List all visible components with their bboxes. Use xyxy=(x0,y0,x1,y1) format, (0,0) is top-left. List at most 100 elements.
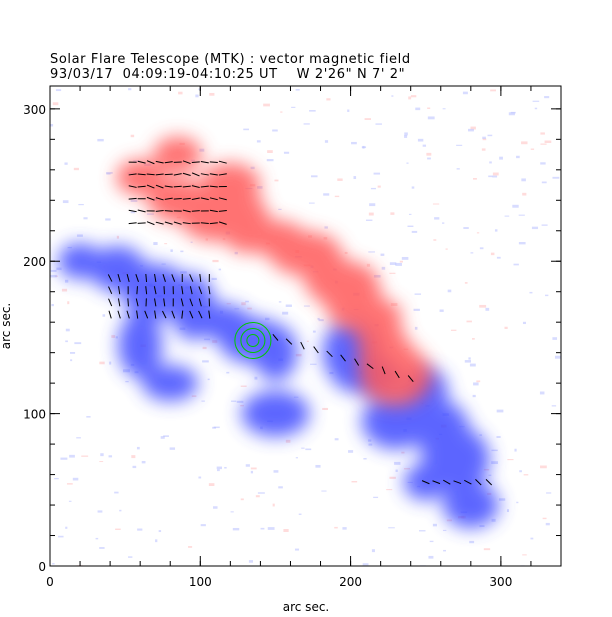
noise-speck xyxy=(114,491,119,494)
noise-speck xyxy=(263,103,270,107)
field-vector xyxy=(117,310,121,319)
noise-speck xyxy=(476,380,481,383)
noise-speck xyxy=(365,219,373,221)
noise-speck xyxy=(200,524,206,527)
noise-speck xyxy=(401,451,405,454)
field-vector xyxy=(181,286,184,295)
y-tick-label: 0 xyxy=(38,560,46,574)
noise-speck xyxy=(52,102,59,106)
noise-speck xyxy=(532,100,540,102)
field-vector xyxy=(107,274,113,282)
noise-speck xyxy=(414,326,418,330)
noise-speck xyxy=(540,132,545,135)
noise-speck xyxy=(470,252,474,254)
noise-speck xyxy=(466,320,472,323)
x-tick-label: 300 xyxy=(489,575,512,589)
field-vector xyxy=(145,286,148,295)
noise-speck xyxy=(518,214,525,216)
noise-speck xyxy=(427,107,431,109)
noise-speck xyxy=(99,547,105,549)
field-vector xyxy=(421,480,430,485)
noise-speck xyxy=(51,304,54,307)
noise-speck xyxy=(321,490,327,492)
field-vector xyxy=(189,310,194,319)
noise-speck xyxy=(334,438,339,441)
noise-speck xyxy=(395,262,402,266)
noise-speck xyxy=(408,213,412,215)
field-vector xyxy=(366,363,374,370)
noise-speck xyxy=(516,155,520,159)
contour-lines xyxy=(234,321,272,360)
noise-speck xyxy=(468,128,474,132)
noise-speck xyxy=(70,359,73,362)
noise-speck xyxy=(240,498,244,501)
noise-speck xyxy=(541,181,547,184)
field-vector xyxy=(182,222,191,225)
field-vector xyxy=(198,286,203,295)
noise-speck xyxy=(54,477,59,480)
field-vector xyxy=(189,298,194,307)
noise-speck xyxy=(153,242,158,246)
noise-speck xyxy=(488,474,492,476)
noise-speck xyxy=(347,109,350,112)
noise-speck xyxy=(508,112,515,116)
noise-speck xyxy=(50,274,57,278)
noise-speck xyxy=(463,227,469,229)
field-vector xyxy=(209,209,218,213)
noise-speck xyxy=(496,256,501,259)
noise-speck xyxy=(65,340,68,343)
noise-speck xyxy=(208,483,215,486)
field-vector xyxy=(128,185,137,188)
positive-blob xyxy=(200,163,261,208)
noise-speck xyxy=(83,217,88,220)
noise-speck xyxy=(348,450,354,453)
noise-speck xyxy=(399,260,403,263)
noise-speck xyxy=(403,468,410,470)
field-vector xyxy=(164,221,173,225)
noise-speck xyxy=(199,148,205,152)
noise-speck xyxy=(64,162,68,165)
positive-blob xyxy=(359,345,432,406)
noise-speck xyxy=(411,230,418,233)
noise-speck xyxy=(272,503,275,507)
noise-speck xyxy=(371,549,375,553)
noise-speck xyxy=(363,458,367,460)
noise-speck xyxy=(106,171,113,174)
field-vector xyxy=(173,185,182,188)
noise-speck xyxy=(482,138,487,141)
noise-speck xyxy=(369,203,376,207)
noise-speck xyxy=(217,469,220,472)
field-vector xyxy=(198,310,203,319)
noise-speck xyxy=(522,192,527,196)
field-vector xyxy=(164,197,173,200)
noise-speck xyxy=(432,203,440,205)
sunspot-contour xyxy=(246,333,260,347)
noise-speck xyxy=(445,248,448,250)
noise-speck xyxy=(137,528,143,531)
noise-speck xyxy=(226,371,230,374)
noise-speck xyxy=(303,305,310,307)
noise-speck xyxy=(190,241,193,243)
noise-speck xyxy=(406,162,409,164)
noise-speck xyxy=(65,279,69,283)
noise-speck xyxy=(100,453,104,457)
noise-speck xyxy=(469,540,475,544)
field-vector xyxy=(189,274,194,282)
noise-speck xyxy=(389,476,396,479)
field-vector xyxy=(200,197,209,201)
noise-speck xyxy=(408,96,412,100)
field-vector xyxy=(182,185,191,188)
noise-speck xyxy=(468,357,471,360)
positive-polarity-region xyxy=(116,136,432,406)
noise-speck xyxy=(97,138,104,142)
noise-speck xyxy=(169,447,176,450)
noise-speck xyxy=(506,509,509,513)
field-vector xyxy=(164,210,173,212)
noise-speck xyxy=(315,464,321,468)
plot-subtitle: 93/03/17 04:09:19-04:10:25 UT W 2'26" N … xyxy=(50,67,405,82)
field-vector xyxy=(137,160,146,164)
noise-speck xyxy=(191,395,197,397)
noise-speck xyxy=(234,251,238,255)
field-vector xyxy=(209,185,218,188)
noise-speck xyxy=(370,187,376,190)
